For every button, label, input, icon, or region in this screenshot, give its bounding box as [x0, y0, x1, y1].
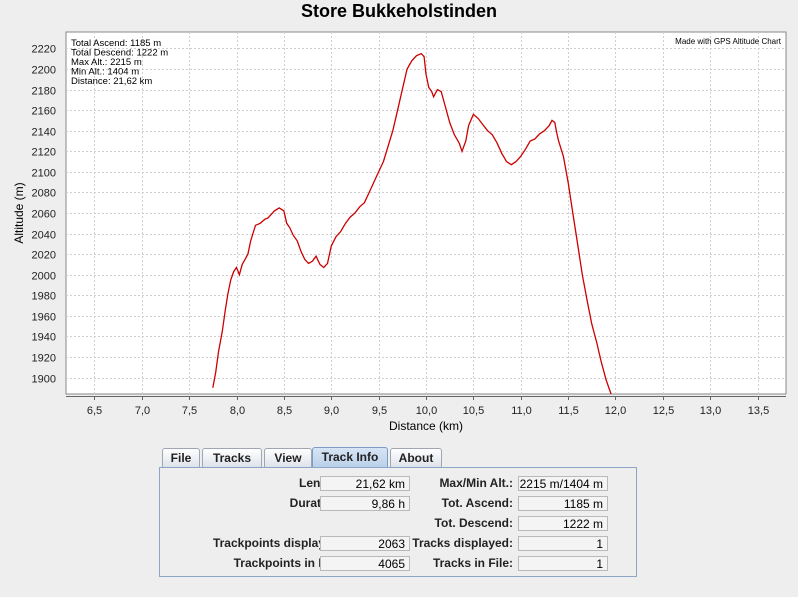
tracks-displayed-value: 1 [518, 536, 608, 551]
altitude-chart: 6,5 7,0 7,5 8,0 8,5 9,0 9,5 10,0 10,5 11,0 11,5 12,… [12, 31, 787, 433]
y-tick-label: 2200 [32, 65, 56, 77]
y-tick-label: 2180 [32, 86, 56, 98]
duration-value: 9,86 h [320, 496, 410, 511]
tab-track-info[interactable]: Track Info [312, 447, 388, 468]
tracks-in-file-label: Tracks in File: [432, 556, 513, 570]
tot-descend-label: Tot. Descend: [434, 516, 513, 530]
tab-about[interactable]: About [390, 448, 442, 467]
stats-box: Total Ascend: 1185 m Total Descend: 1222… [71, 38, 168, 87]
tot-ascend-value: 1185 m [518, 496, 608, 511]
x-ticks: 6,5 7,0 7,5 8,0 8,5 9,0 9,5 10,0 10,5 11,0 11,5 12,… [87, 396, 769, 417]
y-tick-label: 2160 [32, 106, 56, 118]
y-tick-label: 1940 [32, 332, 56, 344]
stats-distance: Distance: 21,62 km [71, 76, 152, 87]
x-tick-label: 10,5 [463, 405, 484, 417]
y-tick-label: 1960 [32, 312, 56, 324]
x-tick-label: 7,5 [182, 405, 197, 417]
x-tick-label: 11,0 [511, 405, 532, 417]
y-tick-label: 2100 [32, 168, 56, 180]
y-tick-label: 2060 [32, 209, 56, 221]
altitude-profile-line [212, 52, 612, 394]
credit-text: Made with GPS Altitude Chart [675, 37, 782, 46]
y-tick-label: 2220 [32, 44, 56, 56]
y-tick-label: 2020 [32, 250, 56, 262]
stats-max-alt: Max Alt.: 2215 m [71, 57, 142, 68]
tab-view[interactable]: View [264, 448, 312, 467]
trackpoints-in-file-label: Trackpoints in File: [233, 556, 343, 570]
track-info-panel: Length: 21,62 km Duration: 9,86 h Trackp… [159, 467, 637, 577]
y-tick-label: 2040 [32, 230, 56, 242]
y-axis-label: Altitude (m) [12, 182, 26, 243]
stats-min-alt: Min Alt.: 1404 m [71, 67, 139, 78]
y-tick-label: 2120 [32, 147, 56, 159]
y-ticks: 1900 1920 1940 1960 1980 2000 2020 2040 2060 2080… [32, 44, 56, 386]
x-tick-label: 8,5 [277, 405, 292, 417]
y-tick-label: 2000 [32, 271, 56, 283]
max-min-alt-label: Max/Min Alt.: [439, 476, 513, 490]
y-tick-label: 1900 [32, 374, 56, 386]
chart-title: Store Bukkeholstinden [300, 1, 498, 21]
stats-total-descend: Total Descend: 1222 m [71, 48, 168, 59]
max-min-alt-value: 2215 m/1404 m [518, 476, 608, 491]
tracks-in-file-value: 1 [518, 556, 608, 571]
tot-descend-value: 1222 m [518, 516, 608, 531]
x-tick-label: 11,5 [558, 405, 579, 417]
length-value: 21,62 km [320, 476, 410, 491]
x-tick-label: 9,5 [372, 405, 387, 417]
x-tick-label: 6,5 [87, 405, 102, 417]
x-tick-label: 12,5 [653, 405, 674, 417]
x-tick-label: 12,0 [605, 405, 626, 417]
y-tick-label: 2080 [32, 188, 56, 200]
tab-tracks[interactable]: Tracks [202, 448, 262, 467]
x-tick-label: 7,0 [135, 405, 150, 417]
y-tick-label: 1980 [32, 291, 56, 303]
trackpoints-in-file-value: 4065 [320, 556, 410, 571]
tot-ascend-label: Tot. Ascend: [441, 496, 513, 510]
x-tick-label: 10,0 [416, 405, 437, 417]
x-tick-label: 13,0 [700, 405, 721, 417]
y-tick-label: 2140 [32, 127, 56, 139]
stats-total-ascend: Total Ascend: 1185 m [71, 38, 161, 49]
trackpoints-displayed-label: Trackpoints displayed: [212, 536, 343, 550]
x-tick-label: 13,5 [748, 405, 769, 417]
x-tick-label: 9,0 [324, 405, 339, 417]
tab-file[interactable]: File [162, 448, 200, 467]
tracks-displayed-label: Tracks displayed: [412, 536, 513, 550]
x-tick-label: 8,0 [230, 405, 245, 417]
grid [66, 32, 786, 394]
trackpoints-displayed-value: 2063 [320, 536, 410, 551]
x-axis-label: Distance (km) [389, 419, 463, 433]
y-tick-label: 1920 [32, 353, 56, 365]
